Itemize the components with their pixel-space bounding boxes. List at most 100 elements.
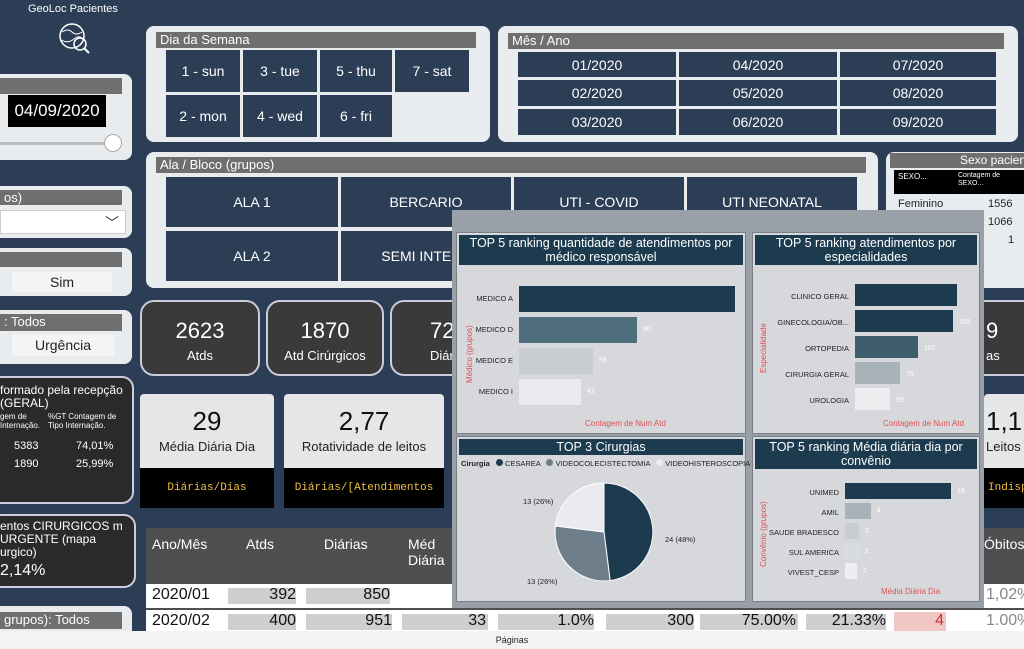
chart-convenio-bar-1 (845, 503, 871, 519)
date-filter-title (0, 78, 122, 94)
chart-convenio-xlabel: Média Diária Dia (881, 587, 941, 596)
date-input[interactable]: 04/09/2020 (8, 95, 106, 127)
chart-especialidade-cat-1: GINECOLOGIA/OB... (777, 318, 849, 327)
kpi-atd-cirurgicos: 1870 Atd Cirúrgicos (266, 300, 384, 376)
pie-chart (554, 482, 654, 582)
urgencia-button[interactable]: Urgência (12, 334, 114, 356)
dia-semana-title: Dia da Semana (156, 32, 476, 48)
pie-slice-videocolecistectomia (554, 525, 611, 582)
chart-medico-card: TOP 5 ranking quantidade de atendimentos… (456, 232, 746, 434)
chart-medico-bar-2 (519, 348, 593, 374)
chart-especialidade-cat-3: CIRURGIA GERAL (785, 370, 849, 379)
chart-convenio-val-1: 4 (877, 508, 881, 515)
sexo-header-2: Contagem de SEXO... (958, 172, 1001, 187)
recepcao-header-1: gem de Internação. (0, 412, 41, 430)
date-slider-track (0, 142, 112, 145)
month-2020-06[interactable]: 06/2020 (679, 109, 837, 135)
row-2-c3-bar (700, 614, 798, 630)
month-2020-09[interactable]: 09/2020 (840, 109, 996, 135)
sim-title (0, 252, 122, 267)
day-wed-button[interactable]: 4 - wed (243, 95, 317, 137)
cirurgicos-text: entos CIRURGICOS m URGENTE (mapa urgico) (0, 519, 123, 559)
pie-label-2: 13 (26%) (523, 497, 554, 506)
cirurgicos-value: 2,14% (0, 562, 46, 579)
chart-medico-bar-3 (519, 379, 581, 405)
chart-convenio-cat-3: SUL AMERICA (788, 548, 839, 557)
day-fri-button[interactable]: 6 - fri (320, 95, 392, 137)
month-2020-07[interactable]: 07/2020 (840, 52, 996, 77)
chart-cirurgias-card: TOP 3 Cirurgias Cirurgia CESAREA VIDEOCO… (456, 436, 750, 602)
ala-2-button[interactable]: ALA 2 (166, 231, 338, 281)
mini-media-diaria-label: Média Diária Dia (158, 439, 256, 454)
row-2-c2: 300 (667, 612, 694, 629)
chart-especialidade-bar-2 (855, 336, 918, 358)
chart-convenio-card: TOP 5 ranking Média diária dia por convê… (752, 436, 980, 602)
chart-medico-title: TOP 5 ranking quantidade de atendimentos… (459, 235, 743, 265)
recepcao-panel (0, 376, 134, 504)
chart-medico-cat-1: MEDICO D (475, 325, 514, 334)
mes-ano-title: Mês / Ano (508, 33, 1004, 49)
day-mon-button[interactable]: 2 - mon (166, 95, 240, 137)
legend-item-1: VIDEOCOLECISTECTOMIA (555, 459, 651, 468)
chart-especialidade-bar-4 (855, 388, 890, 410)
col-diarias[interactable]: Diárias (318, 532, 388, 556)
day-thu-button[interactable]: 5 - thu (320, 50, 392, 92)
sexo-title: Sexo pacien (890, 153, 1024, 168)
chart-convenio-bar-0 (845, 483, 951, 499)
date-slider-handle[interactable] (104, 134, 122, 152)
row-1-obitos: 1,02% (986, 586, 1024, 603)
recepcao-row-2-pct: 25,99% (76, 458, 114, 470)
day-tue-button[interactable]: 3 - tue (243, 50, 317, 92)
chart-convenio-val-4: 2 (863, 568, 867, 575)
row-2-atds-bar (228, 614, 296, 630)
pie-slice-videohisteroscopia (554, 482, 605, 533)
chart-medico-val-1: 80 (643, 326, 651, 333)
day-sat-button[interactable]: 7 - sat (395, 50, 469, 92)
col-med-diaria[interactable]: Méd Diária (402, 532, 452, 572)
month-2020-05[interactable]: 05/2020 (679, 80, 837, 106)
month-2020-03[interactable]: 03/2020 (518, 109, 676, 135)
col-ano-mes[interactable]: Ano/Mês (146, 532, 222, 556)
mini-rotatividade-formula: Diárias/[Atendimentos (284, 468, 444, 508)
month-2020-02[interactable]: 02/2020 (518, 80, 676, 106)
kpi-atds: 2623 Atds (140, 300, 260, 376)
kpi-right: 9 as (970, 300, 1024, 376)
mini-rotatividade-label: Rotatividade de leitos (301, 439, 427, 454)
legend-dot-icon (656, 459, 664, 466)
col-obitos[interactable]: Óbitos (978, 532, 1024, 556)
chart-especialidade-val-1: 165 (959, 319, 971, 326)
row-2-med: 33 (468, 612, 486, 629)
recepcao-row-1-count: 5383 (14, 440, 39, 452)
chart-especialidade-xlabel: Contagem de Num Atd (883, 419, 964, 428)
chart-convenio-bar-3 (845, 543, 859, 559)
legend-dot-icon (495, 459, 503, 466)
chart-convenio-bar-2 (845, 523, 859, 539)
row-1-diarias: 850 (363, 586, 390, 603)
chart-especialidade-title: TOP 5 ranking atendimentos por especiali… (755, 235, 977, 265)
chart-especialidade-card: TOP 5 ranking atendimentos por especiali… (752, 232, 980, 434)
col-atds[interactable]: Atds (240, 532, 300, 556)
month-2020-04[interactable]: 04/2020 (679, 52, 837, 77)
chart-medico-bar-1 (519, 317, 637, 343)
day-sun-button[interactable]: 1 - sun (166, 50, 240, 92)
row-2-obitos: 1.00% (986, 612, 1024, 629)
row-1-atds-bar (228, 588, 296, 604)
mini-leitos-formula: Indisp (984, 468, 1024, 508)
chart-convenio-cat-2: SAUDE BRADESCO (768, 528, 839, 537)
row-2-diarias-bar (306, 614, 392, 630)
kpi-atds-value: 2623 (175, 318, 225, 343)
mini-rotatividade-value: 2,77 (338, 406, 390, 436)
row-2-mes: 2020/02 (152, 612, 210, 629)
chart-convenio-val-0: 16 (957, 488, 965, 495)
dropdown-select[interactable]: ﹀ (0, 210, 126, 234)
sim-button[interactable]: Sim (12, 272, 112, 292)
mini-media-diaria-value: 29 (192, 406, 222, 436)
row-2-diarias: 951 (365, 612, 392, 629)
sexo-row-1-label: Feminino (898, 198, 944, 210)
kpi-atd-cirurgicos-value: 1870 (300, 318, 350, 343)
pages-footer[interactable]: Páginas (0, 631, 1024, 649)
month-2020-08[interactable]: 08/2020 (840, 80, 996, 106)
ala-1-button[interactable]: ALA 1 (166, 177, 338, 227)
mini-rotatividade: 2,77 Rotatividade de leitos Diárias/[Ate… (284, 394, 444, 508)
month-2020-01[interactable]: 01/2020 (518, 52, 676, 77)
